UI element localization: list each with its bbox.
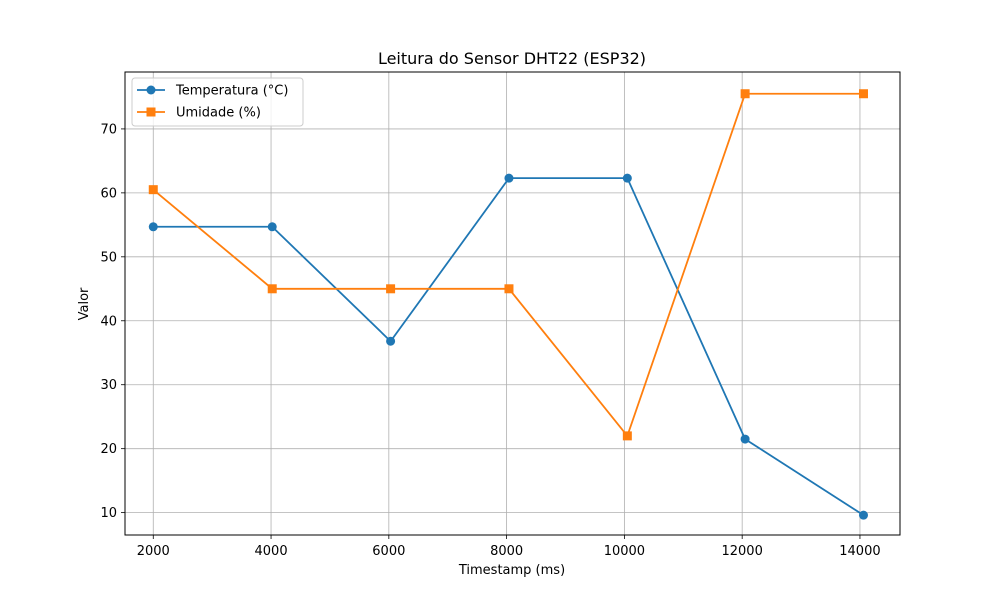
x-tick-label: 12000 [721,544,762,559]
legend-item: Umidade (%) [137,106,261,121]
x-tick-label: 6000 [372,544,405,559]
legend-marker [146,85,156,95]
data-point [858,89,868,99]
series-2 [148,89,868,441]
x-axis-label: Timestamp (ms) [458,563,565,578]
chart-title: Leitura do Sensor DHT22 (ESP32) [378,49,646,68]
plot-series [148,89,868,520]
x-tick-label: 4000 [255,544,288,559]
y-tick-label: 20 [100,442,117,457]
data-point [386,336,396,346]
data-point [622,431,632,441]
data-point [148,185,158,195]
data-point [386,284,396,294]
y-tick-label: 50 [100,250,117,265]
data-point [504,284,514,294]
y-tick-label: 70 [100,122,117,137]
y-tick-label: 30 [100,378,117,393]
data-point [740,89,750,99]
data-point [740,434,750,444]
legend: Temperatura (°C) Umidade (%) [131,77,304,127]
data-point [858,510,868,520]
legend-item: Temperatura (°C) [137,84,288,99]
x-tick-label: 8000 [490,544,523,559]
data-point [267,284,277,294]
legend-label: Umidade (%) [176,106,261,121]
data-point [148,222,158,232]
x-tick-label: 14000 [839,544,880,559]
y-tick-label: 60 [100,186,117,201]
plot-frame [124,71,901,536]
legend-box [131,77,304,127]
legend-label: Temperatura (°C) [175,84,288,99]
x-axis: 2000 4000 6000 8000 10000 12000 14000 [137,535,881,559]
series-1 [148,173,868,520]
series-line [153,177,864,516]
legend-marker [146,107,156,117]
y-axis: 10 20 30 40 50 60 70 [100,122,125,521]
y-axis-label: Valor [77,287,92,320]
y-tick-label: 40 [100,314,117,329]
x-tick-label: 2000 [137,544,170,559]
data-point [622,173,632,183]
y-tick-label: 10 [100,506,117,521]
grid [125,72,900,535]
x-tick-label: 10000 [604,544,645,559]
data-point [504,173,514,183]
data-point [267,222,277,232]
